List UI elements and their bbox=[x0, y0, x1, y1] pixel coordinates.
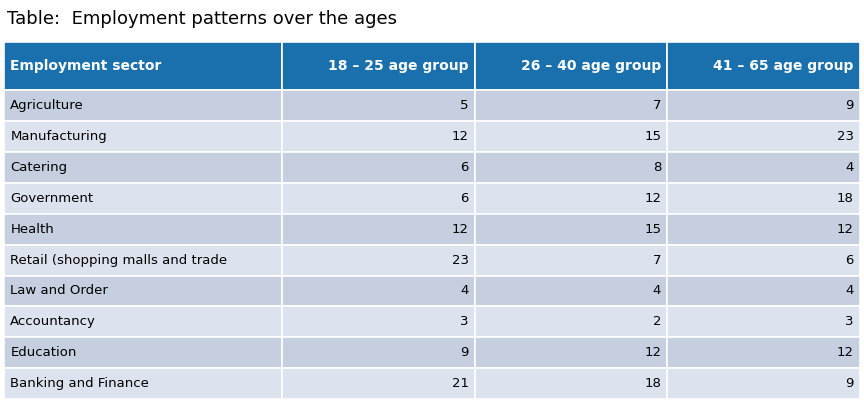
Text: 23: 23 bbox=[836, 130, 854, 143]
Text: 23: 23 bbox=[452, 253, 468, 267]
Text: 8: 8 bbox=[653, 161, 661, 174]
Text: 3: 3 bbox=[461, 315, 468, 328]
Text: 5: 5 bbox=[461, 99, 468, 112]
Text: Table:  Employment patterns over the ages: Table: Employment patterns over the ages bbox=[7, 10, 397, 28]
Text: 41 – 65 age group: 41 – 65 age group bbox=[714, 59, 854, 73]
Text: 18: 18 bbox=[836, 192, 854, 205]
Text: 15: 15 bbox=[645, 223, 661, 236]
Text: 18 – 25 age group: 18 – 25 age group bbox=[328, 59, 468, 73]
Text: 4: 4 bbox=[461, 284, 468, 298]
Text: 9: 9 bbox=[845, 377, 854, 390]
Text: 18: 18 bbox=[645, 377, 661, 390]
Text: 4: 4 bbox=[845, 284, 854, 298]
Text: 4: 4 bbox=[653, 284, 661, 298]
Text: 12: 12 bbox=[645, 346, 661, 359]
Text: Health: Health bbox=[10, 223, 54, 236]
Text: 2: 2 bbox=[652, 315, 661, 328]
Text: Employment sector: Employment sector bbox=[10, 59, 162, 73]
Text: Agriculture: Agriculture bbox=[10, 99, 84, 112]
Text: 6: 6 bbox=[461, 192, 468, 205]
Text: 4: 4 bbox=[845, 161, 854, 174]
Text: 12: 12 bbox=[836, 223, 854, 236]
Text: 21: 21 bbox=[452, 377, 468, 390]
Text: 7: 7 bbox=[652, 99, 661, 112]
Text: 12: 12 bbox=[452, 223, 468, 236]
Text: 12: 12 bbox=[836, 346, 854, 359]
Text: 7: 7 bbox=[652, 253, 661, 267]
Text: 9: 9 bbox=[845, 99, 854, 112]
Text: 12: 12 bbox=[645, 192, 661, 205]
Text: Manufacturing: Manufacturing bbox=[10, 130, 107, 143]
Text: 9: 9 bbox=[461, 346, 468, 359]
Text: 26 – 40 age group: 26 – 40 age group bbox=[521, 59, 661, 73]
Text: 12: 12 bbox=[452, 130, 468, 143]
Text: Government: Government bbox=[10, 192, 93, 205]
Text: 6: 6 bbox=[461, 161, 468, 174]
Text: Retail (shopping malls and trade: Retail (shopping malls and trade bbox=[10, 253, 227, 267]
Text: Education: Education bbox=[10, 346, 77, 359]
Text: Law and Order: Law and Order bbox=[10, 284, 108, 298]
Text: Accountancy: Accountancy bbox=[10, 315, 96, 328]
Text: Banking and Finance: Banking and Finance bbox=[10, 377, 149, 390]
Text: 3: 3 bbox=[845, 315, 854, 328]
Text: Catering: Catering bbox=[10, 161, 67, 174]
Text: 15: 15 bbox=[645, 130, 661, 143]
Text: 6: 6 bbox=[845, 253, 854, 267]
